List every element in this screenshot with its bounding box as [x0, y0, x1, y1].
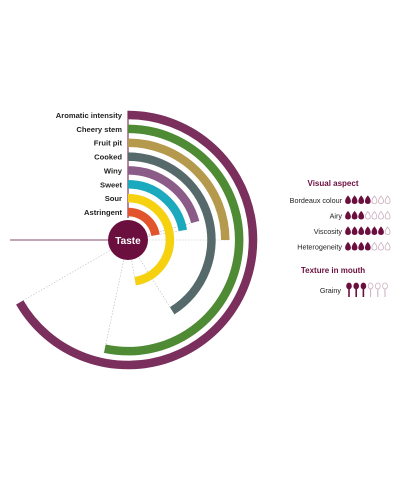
- taste-label-fruit-pit: Fruit pit: [94, 139, 123, 148]
- visual-label-heterogeneity: Heterogeneity: [297, 243, 342, 252]
- drop-icon: [351, 210, 358, 220]
- visual-aspect-title: Visual aspect: [308, 179, 359, 188]
- center-circle: [108, 220, 148, 260]
- drop-icon: [378, 195, 384, 205]
- taste-label-sweet: Sweet: [100, 180, 122, 189]
- drop-icon: [378, 226, 384, 236]
- ring-fruit-pit: [127, 138, 230, 241]
- spoon-icon: [346, 282, 352, 297]
- guide-line-cooked: [127, 239, 175, 315]
- drop-icon: [351, 195, 358, 205]
- drop-icon: [351, 241, 358, 251]
- visual-label-airy: Airy: [330, 212, 343, 221]
- drop-icon: [364, 241, 371, 251]
- taste-label-sour: Sour: [105, 194, 122, 203]
- drop-icon: [364, 195, 371, 205]
- spoon-icon: [382, 282, 388, 297]
- drop-icon: [345, 241, 351, 251]
- spoon-icon: [360, 282, 367, 297]
- taste-rings: [16, 110, 258, 370]
- drop-icon: [345, 195, 351, 205]
- texture-label-grainy: Grainy: [320, 286, 342, 295]
- visual-label-viscosity: Viscosity: [314, 227, 343, 236]
- drop-icon: [378, 241, 384, 251]
- visual-label-bordeaux-colour: Bordeaux colour: [290, 196, 343, 205]
- drop-icon: [384, 195, 391, 205]
- drop-icon: [364, 226, 371, 236]
- visual-aspect-panel: Visual aspect Bordeaux colour Airy Viscosit…: [290, 179, 391, 252]
- spoon-icon: [353, 282, 360, 297]
- spoon-icon: [367, 282, 374, 297]
- ring-winy: [127, 166, 200, 224]
- center-node: Taste: [10, 220, 148, 260]
- drop-icon: [384, 210, 391, 220]
- drop-icon: [345, 226, 351, 236]
- drop-icon: [358, 195, 365, 205]
- drop-icon: [371, 241, 378, 251]
- ring-sweet: [127, 180, 188, 232]
- taste-labels: Aromatic intensity Cheery stem Fruit pit Co…: [56, 111, 123, 217]
- drop-icon: [371, 226, 378, 236]
- texture-title: Texture in mouth: [301, 266, 365, 275]
- drop-icon: [345, 210, 351, 220]
- drop-icon: [351, 226, 358, 236]
- taste-label-astringent: Astringent: [84, 208, 122, 217]
- taste-label-cheery-stem: Cheery stem: [76, 125, 122, 134]
- guide-line-aromatic-intensity: [15, 239, 129, 305]
- texture-panel: Texture in mouth Grainy: [301, 266, 388, 297]
- ring-astringent: [127, 207, 160, 237]
- drop-icon: [378, 210, 384, 220]
- drop-icon: [384, 226, 391, 236]
- drop-icon: [358, 241, 365, 251]
- ring-sour: [127, 193, 175, 286]
- drop-icon: [358, 226, 365, 236]
- taste-label-aromatic-intensity: Aromatic intensity: [56, 111, 123, 120]
- center-label: Taste: [115, 236, 141, 247]
- spoon-icon: [374, 282, 381, 297]
- drop-icon: [358, 210, 365, 220]
- ring-cooked: [127, 152, 216, 315]
- taste-label-winy: Winy: [104, 166, 123, 175]
- ring-aromatic-intensity: [16, 110, 258, 370]
- ring-cheery-stem: [104, 124, 244, 356]
- drop-icon: [384, 241, 391, 251]
- drop-icon: [371, 195, 378, 205]
- drop-icon: [364, 210, 371, 220]
- taste-label-cooked: Cooked: [94, 153, 122, 162]
- drop-icon: [371, 210, 378, 220]
